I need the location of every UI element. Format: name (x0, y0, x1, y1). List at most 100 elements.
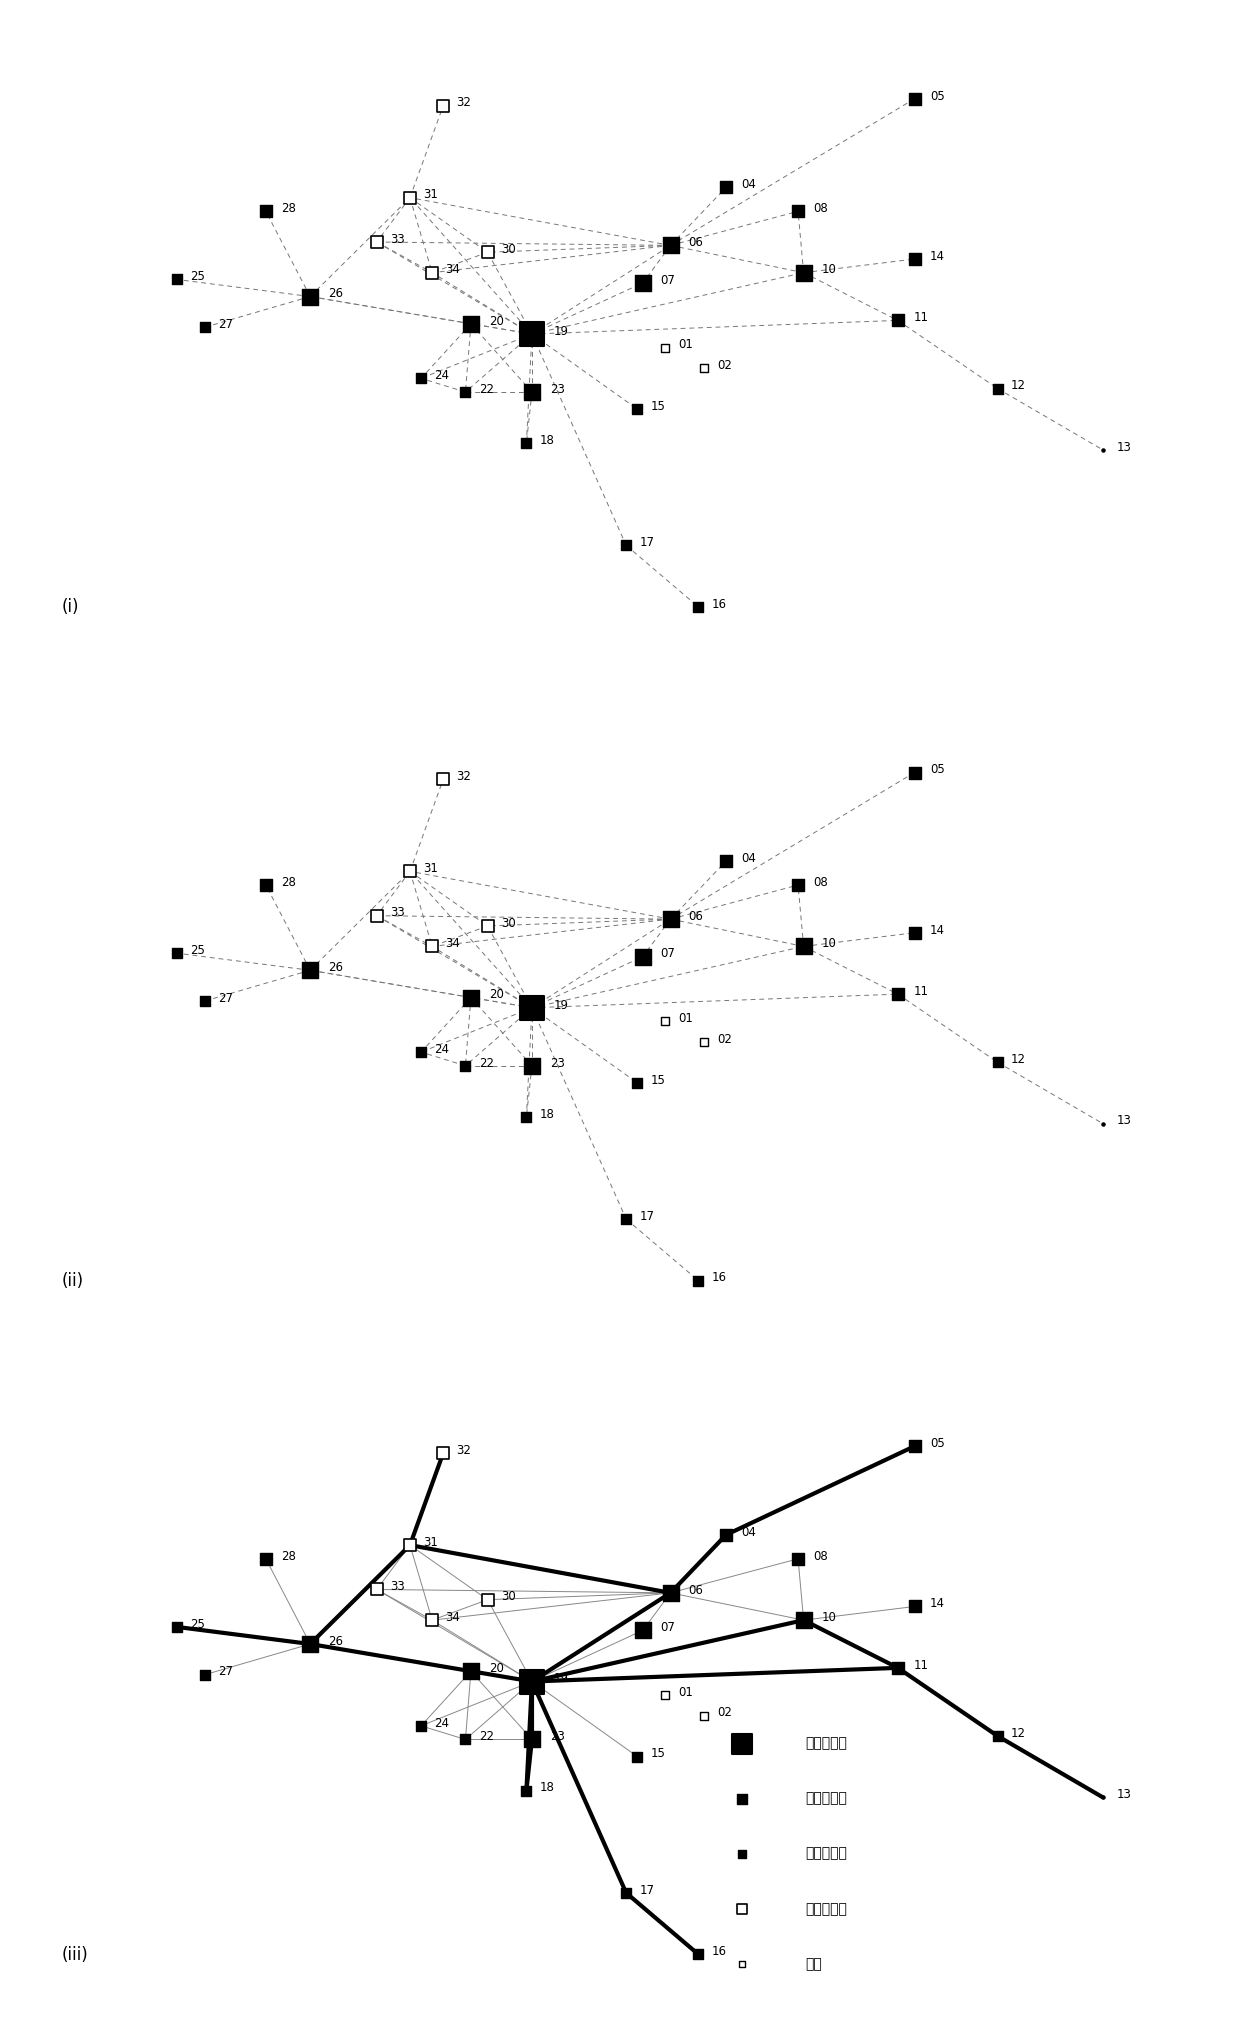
Point (888, 1651, 908, 1684)
Point (423, 1604, 443, 1637)
Point (888, 977, 908, 1010)
Point (412, 1036, 432, 1069)
Point (616, 1203, 636, 1236)
Point (433, 764, 453, 796)
Point (905, 916, 925, 949)
Point (300, 1627, 320, 1659)
Text: 08: 08 (813, 875, 828, 890)
Text: 23: 23 (549, 1731, 564, 1743)
Text: 30: 30 (501, 242, 516, 257)
Point (661, 230, 681, 263)
Text: 22: 22 (479, 1057, 494, 1069)
Text: 26: 26 (327, 287, 343, 299)
Text: 其他: 其他 (805, 1957, 822, 1971)
Point (412, 362, 432, 395)
Point (789, 1543, 808, 1576)
Text: (iii): (iii) (61, 1946, 88, 1965)
Point (255, 869, 275, 902)
Point (905, 1590, 925, 1623)
Text: 15: 15 (651, 1073, 666, 1087)
Text: 19: 19 (554, 1672, 569, 1686)
Point (522, 1049, 542, 1081)
Text: 23: 23 (549, 1057, 564, 1069)
Point (455, 377, 475, 409)
Point (195, 985, 215, 1018)
Text: 17: 17 (640, 1209, 655, 1224)
Text: 34: 34 (445, 937, 460, 951)
Point (522, 992, 542, 1024)
Text: 12: 12 (1011, 1053, 1025, 1067)
Text: 28: 28 (281, 875, 296, 890)
Text: 31: 31 (423, 861, 438, 875)
Text: 33: 33 (391, 232, 404, 246)
Text: 04: 04 (742, 179, 756, 191)
Text: 18: 18 (539, 434, 554, 448)
Text: 31: 31 (423, 189, 438, 202)
Text: 11: 11 (914, 1659, 929, 1672)
Point (655, 1006, 675, 1038)
Point (255, 1543, 275, 1576)
Point (517, 1101, 537, 1134)
Point (905, 83, 925, 116)
Point (423, 257, 443, 289)
Point (794, 930, 813, 963)
Point (433, 1437, 453, 1470)
Point (255, 195, 275, 228)
Text: (i): (i) (61, 599, 78, 617)
Text: 20: 20 (489, 1661, 503, 1676)
Point (455, 1722, 475, 1755)
Point (694, 1026, 714, 1059)
Point (1094, 1108, 1114, 1140)
Text: 32: 32 (456, 1444, 471, 1458)
Text: 05: 05 (930, 90, 945, 102)
Text: 01: 01 (678, 338, 693, 352)
Text: 13: 13 (1116, 1788, 1131, 1802)
Text: 24: 24 (434, 1716, 449, 1731)
Point (727, 1806, 746, 1839)
Point (1094, 1782, 1114, 1814)
Text: 33: 33 (391, 906, 404, 920)
Point (477, 1584, 497, 1617)
Point (195, 312, 215, 344)
Point (300, 281, 320, 314)
Text: 18: 18 (539, 1782, 554, 1794)
Text: 01: 01 (678, 1686, 693, 1698)
Point (632, 1615, 652, 1647)
Point (715, 171, 735, 204)
Point (688, 590, 708, 623)
Point (412, 1710, 432, 1743)
Point (522, 1722, 542, 1755)
Point (167, 263, 187, 295)
Text: 04: 04 (742, 851, 756, 865)
Text: 18: 18 (539, 1108, 554, 1120)
Text: 14: 14 (930, 250, 945, 263)
Text: 17: 17 (640, 535, 655, 550)
Text: 14: 14 (930, 1598, 945, 1610)
Text: 25: 25 (191, 1619, 206, 1631)
Text: 28: 28 (281, 1549, 296, 1562)
Point (727, 1863, 746, 1896)
Text: 14: 14 (930, 924, 945, 937)
Text: 34: 34 (445, 1610, 460, 1625)
Text: 25: 25 (191, 945, 206, 957)
Point (461, 981, 481, 1014)
Text: (ii): (ii) (61, 1272, 83, 1291)
Point (905, 1429, 925, 1462)
Text: 07: 07 (661, 1621, 676, 1635)
Point (789, 195, 808, 228)
Point (661, 1576, 681, 1608)
Point (694, 1700, 714, 1733)
Point (477, 236, 497, 269)
Point (905, 755, 925, 788)
Point (461, 1655, 481, 1688)
Point (694, 352, 714, 385)
Point (988, 1047, 1008, 1079)
Text: 02: 02 (717, 1706, 732, 1718)
Text: 28: 28 (281, 202, 296, 216)
Point (461, 307, 481, 340)
Point (905, 242, 925, 275)
Point (655, 332, 675, 364)
Text: 15: 15 (651, 399, 666, 413)
Text: 33: 33 (391, 1580, 404, 1594)
Point (688, 1264, 708, 1297)
